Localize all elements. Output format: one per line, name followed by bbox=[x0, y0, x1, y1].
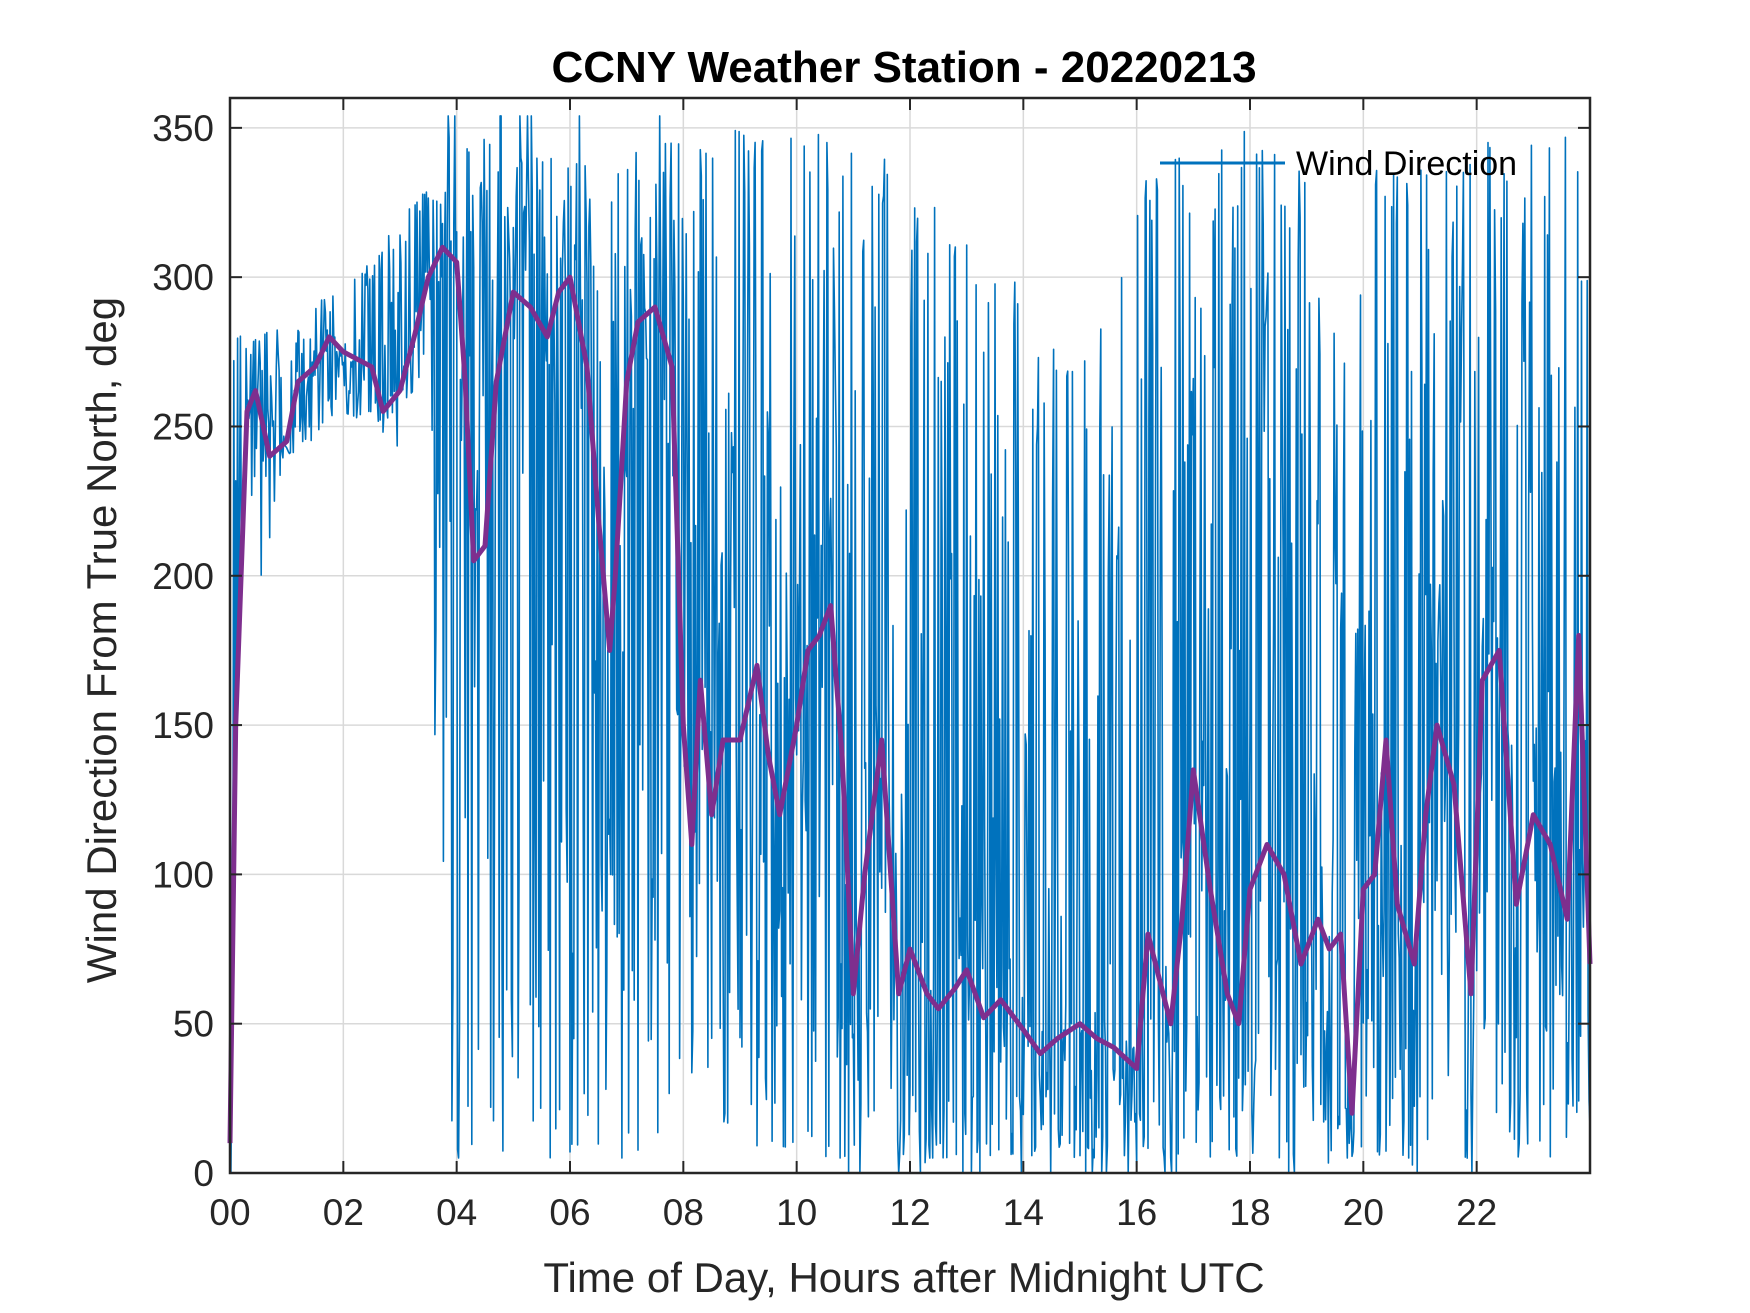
y-tick-label: 350 bbox=[152, 108, 214, 149]
x-axis-label: Time of Day, Hours after Midnight UTC bbox=[543, 1254, 1264, 1301]
legend: Wind Direction bbox=[1160, 145, 1517, 183]
y-tick-label: 300 bbox=[152, 257, 214, 298]
y-tick-label: 0 bbox=[193, 1153, 214, 1194]
wind-direction-line bbox=[229, 115, 1591, 1174]
y-tick-label: 100 bbox=[152, 854, 214, 895]
y-tick-label: 50 bbox=[173, 1004, 214, 1045]
smoothed-mean-line bbox=[227, 244, 1593, 1144]
x-tick-label: 16 bbox=[1116, 1192, 1157, 1233]
y-tick-label: 150 bbox=[152, 705, 214, 746]
x-tick-label: 06 bbox=[549, 1192, 590, 1233]
x-tick-label: 04 bbox=[436, 1192, 477, 1233]
x-tick-label: 22 bbox=[1456, 1192, 1497, 1233]
ticks: 00 02 04 06 08 10 12 14 16 18 20 22 0 50 100 150 200 250 3… bbox=[152, 98, 1590, 1233]
chart-title: CCNY Weather Station - 20220213 bbox=[551, 43, 1256, 92]
x-tick-label: 00 bbox=[209, 1192, 250, 1233]
y-axis-label: Wind Direction From True North, deg bbox=[78, 297, 125, 983]
x-tick-label: 10 bbox=[776, 1192, 817, 1233]
y-tick-label: 200 bbox=[152, 556, 214, 597]
x-tick-label: 12 bbox=[889, 1192, 930, 1233]
legend-label-wind-direction: Wind Direction bbox=[1296, 145, 1517, 183]
x-tick-label: 14 bbox=[1003, 1192, 1044, 1233]
series-wind-direction bbox=[229, 115, 1591, 1174]
x-tick-label: 18 bbox=[1229, 1192, 1270, 1233]
x-tick-label: 08 bbox=[663, 1192, 704, 1233]
x-tick-label: 20 bbox=[1343, 1192, 1384, 1233]
y-tick-label: 250 bbox=[152, 406, 214, 447]
x-tick-label: 02 bbox=[323, 1192, 364, 1233]
series-smoothed-mean bbox=[227, 244, 1593, 1144]
